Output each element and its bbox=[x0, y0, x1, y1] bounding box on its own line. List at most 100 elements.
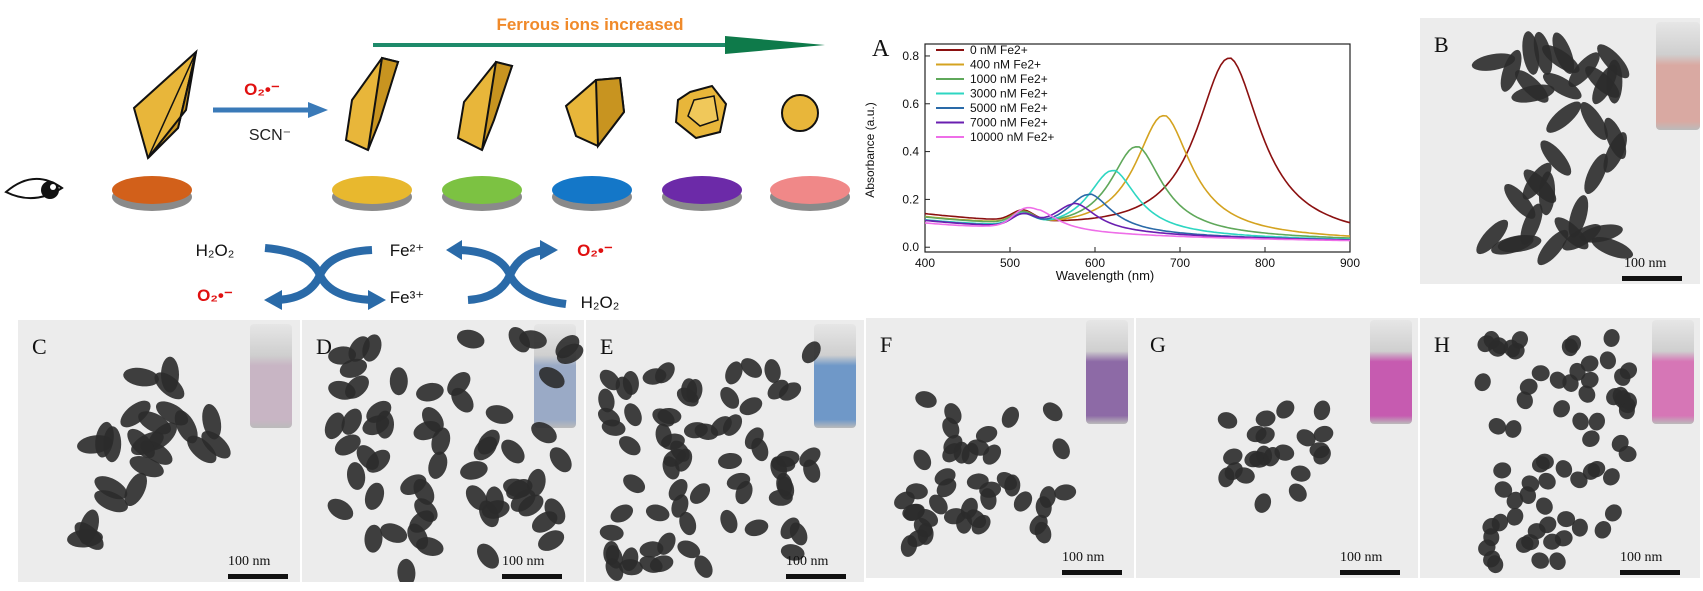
nanoparticle bbox=[1001, 406, 1020, 428]
ferrous-arrow-head bbox=[725, 36, 825, 54]
scale-label: 100 nm bbox=[502, 554, 545, 569]
eye-icon bbox=[4, 177, 64, 199]
nanoparticle bbox=[894, 491, 915, 510]
solution-disc bbox=[442, 176, 522, 204]
absorbance-chart: A 400 500 600 700 800 900 0.0 0.2 0.4 0.6 0.8 0 nM… bbox=[863, 36, 1360, 283]
nanoparticle bbox=[1246, 425, 1267, 443]
series-line bbox=[924, 206, 1351, 242]
x-tick-label: 500 bbox=[1000, 256, 1020, 270]
panel-label: C bbox=[32, 334, 47, 359]
chart-ticks: 400 500 600 700 800 900 0.0 0.2 0.4 0.6 0.8 bbox=[902, 49, 1360, 270]
h2o2-left-label: H₂O₂ bbox=[196, 241, 235, 260]
fe2-label: Fe²⁺ bbox=[390, 241, 424, 260]
particle-cluster bbox=[324, 326, 584, 582]
nanoparticle bbox=[780, 544, 805, 561]
nanoparticle bbox=[649, 555, 674, 573]
nanoparticle bbox=[1035, 496, 1052, 519]
nanoparticle bbox=[1483, 330, 1500, 349]
nanoparticle bbox=[527, 468, 546, 497]
nanoparticle bbox=[362, 415, 390, 436]
nanoparticle bbox=[1580, 371, 1599, 389]
nanoparticle bbox=[960, 497, 978, 520]
reagent-label: SCN⁻ bbox=[249, 127, 291, 144]
nanoparticle bbox=[334, 434, 361, 456]
nanoparticle bbox=[74, 522, 104, 550]
nanoparticle bbox=[1521, 475, 1540, 492]
nanoparticle bbox=[1505, 420, 1522, 438]
nanoparticle bbox=[328, 380, 356, 400]
nanoparticle bbox=[1554, 530, 1573, 547]
scale-label: 100 nm bbox=[1340, 550, 1383, 565]
nanoparticle bbox=[127, 428, 155, 459]
nanoparticle bbox=[610, 504, 634, 523]
nanoparticle bbox=[1052, 438, 1070, 460]
o2-left-label: O₂•⁻ bbox=[197, 286, 233, 305]
bipyramid-particle bbox=[132, 49, 198, 160]
nanoparticle bbox=[539, 366, 565, 389]
nanoparticle bbox=[1603, 329, 1620, 347]
scale-bar bbox=[1620, 570, 1680, 575]
nanoparticle bbox=[624, 403, 642, 427]
nanoparticle bbox=[929, 494, 948, 515]
nanoparticle bbox=[1549, 552, 1566, 570]
scale-label: 100 nm bbox=[1062, 550, 1105, 565]
nanoparticle bbox=[1506, 491, 1524, 510]
nanoparticle bbox=[1493, 462, 1512, 479]
nanoparticle bbox=[477, 543, 499, 569]
nanoparticle bbox=[915, 391, 937, 408]
nanoparticle bbox=[519, 330, 547, 349]
reaction-arrow-head bbox=[308, 102, 328, 118]
nanoparticle bbox=[710, 416, 732, 436]
nanoparticle bbox=[1597, 44, 1630, 79]
nanoparticle bbox=[1588, 412, 1606, 431]
panel-label: F bbox=[880, 332, 893, 357]
nanoparticle bbox=[1522, 162, 1552, 200]
nanoparticle bbox=[1584, 153, 1608, 195]
nanoparticle bbox=[1539, 516, 1557, 534]
nanoparticle bbox=[1591, 236, 1634, 259]
nanoparticle bbox=[348, 336, 370, 362]
nanoparticle bbox=[961, 442, 979, 465]
solution-disc bbox=[552, 176, 632, 204]
nanoparticle bbox=[1533, 31, 1553, 75]
series-line bbox=[924, 193, 1351, 241]
particle-cluster bbox=[1474, 329, 1638, 574]
vial-image bbox=[250, 324, 292, 428]
truncated-bipyramid-2 bbox=[456, 60, 514, 152]
tem-panel-h: H 100 nm bbox=[1420, 318, 1700, 578]
y-tick-label: 0.8 bbox=[902, 49, 919, 63]
nanoparticle bbox=[389, 367, 408, 396]
nanoparticle bbox=[538, 530, 565, 551]
nanoparticle bbox=[456, 329, 485, 349]
nanoparticle bbox=[668, 478, 688, 501]
nanoparticle bbox=[694, 555, 713, 578]
nanoparticle bbox=[657, 532, 676, 555]
nanoparticle bbox=[1504, 183, 1536, 219]
nanoparticle bbox=[1497, 235, 1542, 253]
nanoparticle bbox=[397, 558, 416, 582]
nanoparticle bbox=[599, 369, 621, 391]
nanoparticle bbox=[187, 435, 217, 464]
nanoparticle bbox=[771, 456, 796, 473]
x-tick-label: 600 bbox=[1085, 256, 1105, 270]
nanoparticle bbox=[622, 371, 639, 395]
nanoparticle bbox=[913, 449, 932, 471]
nanoparticle bbox=[327, 498, 354, 521]
nanoparticle bbox=[416, 382, 444, 402]
nanoparticle bbox=[1557, 511, 1576, 528]
nanoparticle bbox=[485, 405, 514, 424]
nanoparticle bbox=[913, 517, 933, 538]
nanoparticle bbox=[1538, 472, 1556, 490]
x-tick-label: 900 bbox=[1340, 256, 1360, 270]
y-tick-label: 0.2 bbox=[902, 192, 919, 206]
particle-cluster bbox=[597, 341, 821, 581]
nanoparticle bbox=[1515, 536, 1534, 553]
nanoparticle bbox=[428, 451, 448, 479]
nanoparticle bbox=[1619, 362, 1638, 380]
solution-discs bbox=[112, 176, 850, 211]
nanoparticle bbox=[1604, 504, 1622, 522]
y-tick-label: 0.0 bbox=[902, 240, 919, 254]
nanoparticle bbox=[655, 362, 675, 384]
oxidant-label: O₂•⁻ bbox=[244, 80, 280, 99]
particle-cluster bbox=[1217, 400, 1334, 513]
